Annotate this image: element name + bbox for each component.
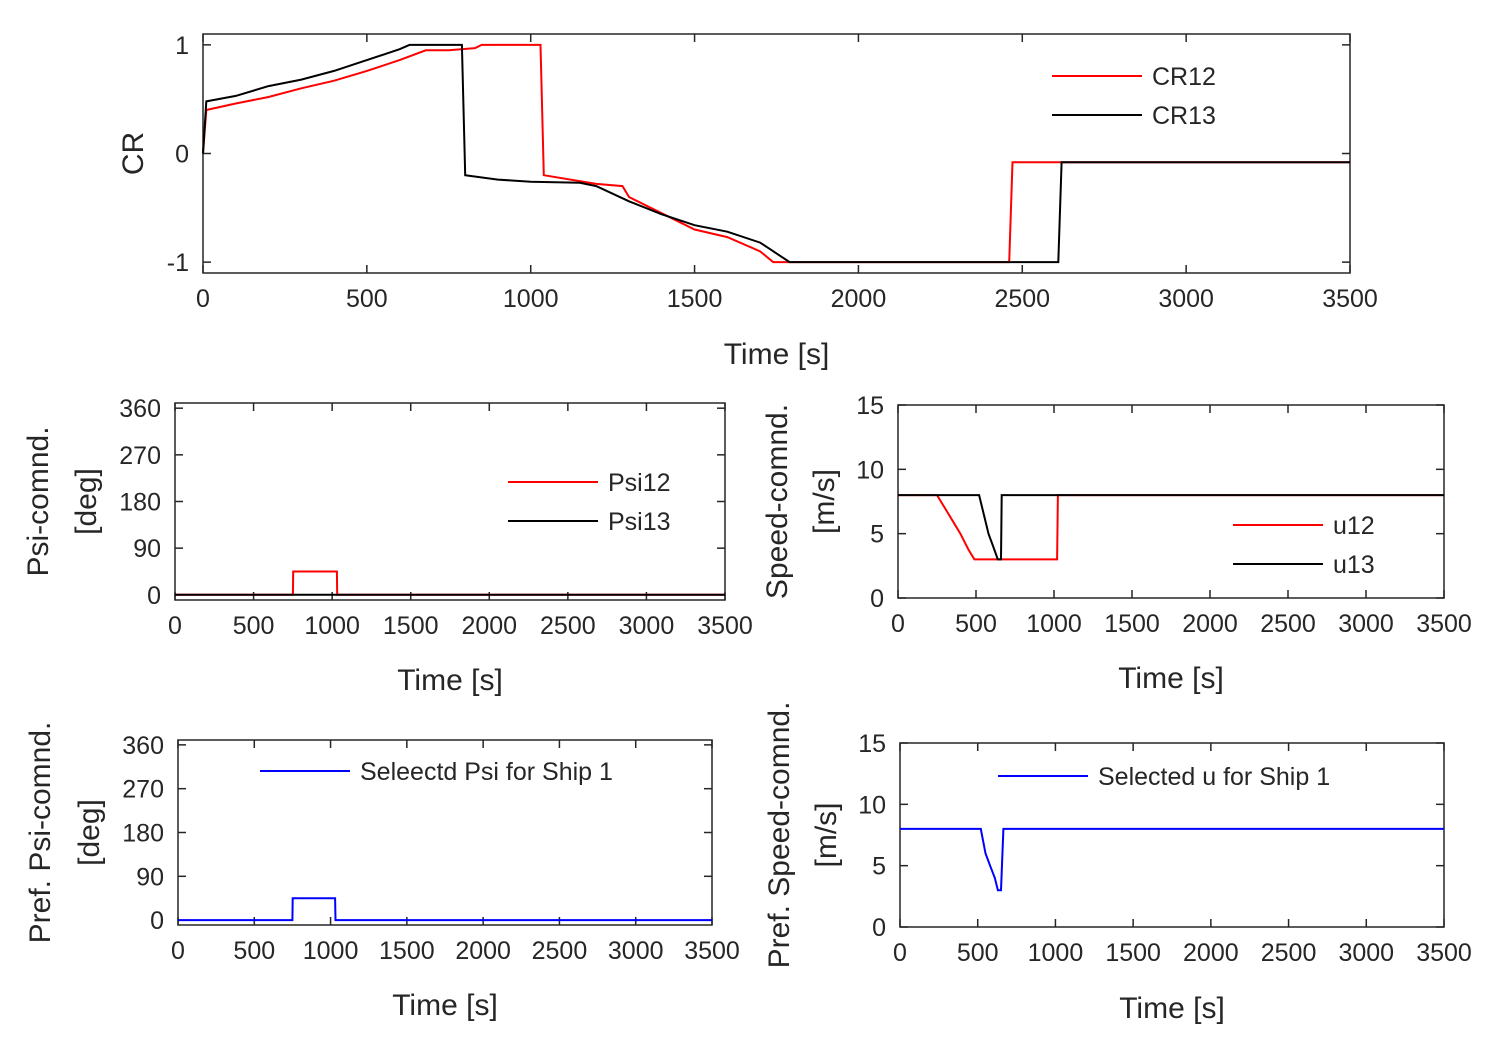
- chart-psi: 0 500 1000 1500 2000 2500 3000 3500 0 90 180 270 360…: [22, 395, 753, 697]
- axes-box: [899, 742, 1445, 928]
- x-axis-label: Time [s]: [724, 338, 830, 371]
- x-tick-label: 1000: [303, 937, 359, 965]
- x-tick-label: 3000: [1338, 610, 1394, 638]
- y-tick-label: 90: [136, 863, 164, 891]
- x-tick-label: 1000: [304, 612, 360, 640]
- series-line-cr13: [202, 43, 1350, 264]
- x-tick-label: 1500: [1104, 610, 1160, 638]
- y-tick-label: 10: [856, 456, 884, 484]
- x-tick-label: 1500: [383, 612, 439, 640]
- x-tick-label: 1500: [379, 937, 435, 965]
- x-tick-label: 3500: [684, 937, 740, 965]
- x-tick-label: 500: [233, 937, 275, 965]
- axes-box: [174, 402, 726, 601]
- y-axis-label: Pref. Speed-comnd.: [763, 702, 796, 969]
- x-tick-label: 1000: [1026, 610, 1082, 638]
- y-tick-label: 90: [133, 535, 161, 563]
- legend-label: Seleectd Psi for Ship 1: [360, 758, 613, 786]
- y-axis-label: [m/s]: [808, 469, 841, 534]
- x-axis-label: Time [s]: [1118, 662, 1224, 695]
- x-tick-label: 0: [168, 612, 182, 640]
- series-line-selected-u-for-ship-1: [900, 827, 1444, 892]
- x-tick-label: 3500: [1322, 285, 1378, 313]
- chart-prefpsi: 0 500 1000 1500 2000 2500 3000 3500 0 90 180 270 360…: [24, 722, 740, 1022]
- series-line-psi12: [175, 570, 725, 596]
- series-line-u12: [898, 494, 1444, 561]
- y-axis-label: Pref. Psi-comnd.: [24, 722, 57, 944]
- x-tick-label: 500: [233, 612, 275, 640]
- y-tick-label: 15: [858, 730, 886, 758]
- y-tick-label: 10: [858, 791, 886, 819]
- y-tick-label: 15: [856, 392, 884, 420]
- x-tick-label: 0: [891, 610, 905, 638]
- x-tick-label: 500: [955, 610, 997, 638]
- legend-label: u13: [1333, 551, 1375, 579]
- legend-label: CR13: [1152, 102, 1216, 130]
- y-tick-label: 1: [175, 32, 189, 60]
- x-tick-label: 3500: [697, 612, 753, 640]
- x-tick-label: 1000: [1028, 939, 1084, 967]
- x-tick-label: 0: [196, 285, 210, 313]
- legend-label: Selected u for Ship 1: [1098, 763, 1330, 791]
- x-tick-label: 3000: [1338, 939, 1394, 967]
- y-tick-label: 0: [175, 141, 189, 169]
- x-tick-label: 0: [893, 939, 907, 967]
- x-tick-label: 2000: [1182, 610, 1238, 638]
- y-tick-label: 0: [147, 582, 161, 610]
- chart-prefspeed: 0 500 1000 1500 2000 2500 3000 3500 0 5 10 15 Time […: [763, 702, 1472, 1025]
- y-axis-label: Psi-comnd.: [22, 426, 55, 576]
- y-tick-label: 270: [119, 442, 161, 470]
- legend-label: u12: [1333, 512, 1375, 540]
- series-line-u13: [898, 494, 1444, 561]
- x-tick-label: 3000: [619, 612, 675, 640]
- y-axis-label: [deg]: [73, 799, 106, 866]
- x-tick-label: 3000: [1158, 285, 1214, 313]
- x-tick-label: 500: [346, 285, 388, 313]
- y-tick-label: 0: [870, 585, 884, 613]
- x-tick-label: 2500: [994, 285, 1050, 313]
- x-tick-label: 500: [957, 939, 999, 967]
- x-tick-label: 1500: [1105, 939, 1161, 967]
- y-tick-label: 5: [872, 853, 886, 881]
- legend-label: CR12: [1152, 63, 1216, 91]
- legend-label: Psi13: [608, 508, 671, 536]
- x-tick-label: 2000: [455, 937, 511, 965]
- x-tick-label: 0: [171, 937, 185, 965]
- series-line-seleectd-psi-for-ship-1: [178, 897, 712, 922]
- series-line-cr12: [202, 43, 1350, 264]
- y-axis-label: [deg]: [70, 468, 103, 535]
- y-tick-label: 180: [119, 489, 161, 517]
- x-tick-label: 2000: [831, 285, 887, 313]
- y-tick-label: 0: [150, 907, 164, 935]
- x-axis-label: Time [s]: [1119, 992, 1225, 1025]
- x-axis-label: Time [s]: [392, 989, 498, 1022]
- chart-speed: 0 500 1000 1500 2000 2500 3000 3500 0 5 10 15 Time […: [761, 392, 1472, 695]
- y-tick-label: 360: [119, 395, 161, 423]
- x-tick-label: 3500: [1416, 610, 1472, 638]
- y-axis-label: [m/s]: [810, 803, 843, 868]
- y-tick-label: -1: [167, 249, 189, 277]
- x-tick-label: 2500: [540, 612, 596, 640]
- y-tick-label: 5: [870, 521, 884, 549]
- x-tick-label: 2500: [532, 937, 588, 965]
- x-tick-label: 2500: [1260, 610, 1316, 638]
- legend-label: Psi12: [608, 469, 671, 497]
- x-tick-label: 3500: [1416, 939, 1472, 967]
- axes-box: [897, 404, 1445, 599]
- y-tick-label: 0: [872, 914, 886, 942]
- x-tick-label: 3000: [608, 937, 664, 965]
- x-tick-label: 1500: [667, 285, 723, 313]
- y-tick-label: 360: [122, 732, 164, 760]
- y-tick-label: 270: [122, 776, 164, 804]
- x-tick-label: 2000: [461, 612, 517, 640]
- x-axis-label: Time [s]: [397, 664, 503, 697]
- x-tick-label: 1000: [503, 285, 559, 313]
- x-tick-label: 2000: [1183, 939, 1239, 967]
- y-axis-label: CR: [117, 132, 150, 175]
- x-tick-label: 2500: [1261, 939, 1317, 967]
- y-axis-label: Speed-comnd.: [761, 404, 794, 599]
- y-tick-label: 180: [122, 820, 164, 848]
